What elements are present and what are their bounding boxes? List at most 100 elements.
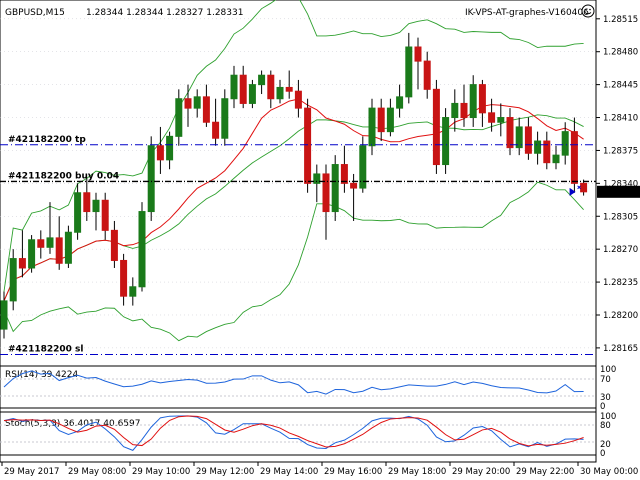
candle-body	[18, 258, 26, 269]
candle-body	[74, 192, 82, 233]
rsi-label: RSI(14) 39.4224	[5, 370, 78, 380]
stochastic-pane[interactable]: Stoch(5,3,3) 36.4017 40.6597 100 80 20 0	[0, 411, 616, 459]
price-axis: 1.28515 1.28480 1.28445 1.28410 1.28375 1.283…	[596, 15, 640, 354]
rsi-level-0: 0	[600, 402, 605, 412]
moving-average	[3, 98, 584, 302]
candle-body	[230, 74, 238, 100]
candle-body	[258, 74, 266, 86]
candle-body	[405, 46, 413, 98]
price-label-1: 1.28480	[603, 48, 638, 58]
candle-body	[202, 96, 210, 123]
stoch-level-0: 0	[600, 449, 605, 459]
grid	[0, 18, 596, 349]
price-chart[interactable]: #421182200 tp #421182200 buy 0.04 #4211822…	[0, 0, 640, 462]
candle-body	[478, 84, 486, 114]
candle-body	[239, 74, 247, 104]
expert-name: IK-VPS-AT-graphes-V160406	[465, 8, 589, 18]
candle-body	[175, 98, 183, 137]
price-label-8: 1.28235	[603, 278, 638, 288]
candle-body	[110, 229, 118, 261]
candle-body	[322, 173, 330, 213]
price-label-5: 1.28340	[603, 179, 638, 189]
candle-body	[248, 84, 256, 104]
candle-body	[92, 199, 100, 213]
price-label-7: 1.28270	[603, 245, 638, 255]
candle-body	[184, 98, 192, 109]
candle-body	[423, 60, 431, 90]
time-label-4: 29 May 14:00	[260, 467, 318, 477]
candle-body	[552, 154, 560, 164]
candle-body	[451, 102, 459, 119]
price-label-9: 1.28200	[603, 311, 638, 321]
candle-body	[460, 102, 468, 119]
stoch-level-80: 80	[600, 421, 611, 431]
time-label-3: 29 May 12:00	[196, 467, 254, 477]
candle-body	[212, 121, 220, 139]
candle-body	[46, 237, 54, 248]
candle-body	[561, 131, 569, 156]
price-label-6: 1.28305	[603, 212, 638, 222]
candle-body	[28, 239, 36, 269]
candle-body	[120, 259, 128, 297]
candle-body	[432, 88, 440, 166]
rsi-level-100: 100	[600, 365, 616, 375]
candle-body	[414, 46, 422, 62]
price-label-0: 1.28515	[603, 15, 638, 25]
order-label-2: #421182200 sl	[8, 344, 83, 354]
candle-body	[368, 107, 376, 147]
current-price-label: 1.28331	[600, 188, 635, 198]
candle-body	[506, 117, 514, 149]
candle-body	[193, 96, 201, 109]
candle-body	[9, 258, 17, 302]
time-label-9: 30 May 00:00	[580, 467, 638, 477]
candle-body	[221, 98, 229, 139]
candle-body	[350, 182, 358, 189]
price-label-4: 1.28375	[603, 146, 638, 156]
band-lower	[3, 181, 584, 342]
stoch-signal-line	[3, 415, 584, 448]
time-label-5: 29 May 16:00	[324, 467, 382, 477]
price-label-2: 1.28445	[603, 81, 638, 91]
candles	[0, 32, 588, 339]
candle-body	[83, 192, 91, 213]
candle-body	[64, 231, 72, 264]
candle-body	[101, 199, 109, 231]
order-lines[interactable]: #421182200 tp #421182200 buy 0.04 #4211822…	[0, 135, 596, 355]
price-label-3: 1.28410	[603, 114, 638, 124]
candle-body	[469, 84, 477, 119]
candle-body	[129, 286, 137, 297]
symbol-timeframe: GBPUSD,M15	[5, 8, 65, 18]
rsi-level-70: 70	[600, 375, 611, 385]
smiley-icon[interactable]	[581, 4, 595, 18]
candle-body	[340, 164, 348, 184]
candle-body	[570, 131, 578, 184]
candle-body	[386, 107, 394, 133]
candle-body	[442, 117, 450, 166]
candle-body	[524, 126, 532, 154]
band-middle	[3, 114, 584, 302]
candle-body	[166, 135, 174, 161]
bollinger-bands	[3, 0, 584, 342]
candle-body	[534, 140, 542, 154]
candle-body	[580, 182, 588, 193]
candle-body	[396, 96, 404, 109]
candle-body	[0, 300, 8, 330]
cross-marker-icon	[577, 185, 581, 190]
candle-body	[55, 237, 63, 264]
time-label-2: 29 May 10:00	[132, 467, 190, 477]
order-label-1: #421182200 buy 0.04	[8, 171, 119, 181]
rsi-line	[3, 370, 584, 395]
candle-body	[313, 173, 321, 184]
price-label-10: 1.28165	[603, 344, 638, 354]
band-upper	[3, 0, 584, 292]
current-price-box	[597, 185, 640, 198]
ohlc-values: 1.28344 1.28344 1.28327 1.28331	[86, 8, 243, 18]
candle-body	[37, 239, 45, 248]
candle-body	[276, 86, 284, 100]
stoch-level-100: 100	[600, 412, 616, 422]
candle-body	[515, 126, 523, 149]
rsi-pane[interactable]: RSI(14) 39.4224 100 70 30 0	[0, 365, 616, 412]
candle-body	[285, 86, 293, 92]
candle-body	[488, 112, 496, 123]
